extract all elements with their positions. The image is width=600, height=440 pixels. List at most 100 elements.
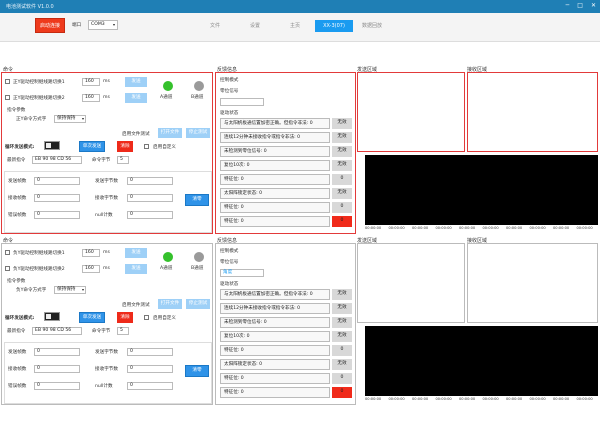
feedback-box: 控制模式 零位信号 驱动状态 与太阳帆板通信置加密正确。但指令非法: 0 无效 连续12分…: [215, 72, 356, 234]
send-area-title: 发送区域: [357, 67, 378, 73]
cycle-toggle[interactable]: [44, 312, 60, 321]
time-tick-label: 00:00:00: [459, 226, 476, 230]
zero-signal-label: 零位信号: [220, 260, 239, 265]
row2-send-button[interactable]: 发送: [125, 264, 147, 274]
send-area[interactable]: [357, 243, 465, 323]
open-file-button[interactable]: 打开文件: [158, 128, 182, 138]
command-panel-bottom: 命令 负Y驱动控制继线路切换1 160 ms 发送 负Y驱动控制继线路切换2 160 ms 发送…: [1, 237, 213, 405]
status-row-label: 与太阳帆板通信置加密正确。但指令非法: 0: [220, 118, 330, 129]
stat-value: 0: [127, 194, 173, 202]
row1-unit: ms: [103, 79, 110, 84]
panel-title: 命令: [3, 67, 14, 73]
nav-tab[interactable]: 设置: [249, 23, 260, 29]
row2-unit: ms: [103, 266, 110, 271]
stat-value: 0: [34, 348, 80, 356]
command-bytes-field: 5: [117, 156, 129, 164]
row2-checkbox[interactable]: [5, 266, 10, 271]
recv-area-title: 接收区域: [467, 67, 488, 73]
custom-checkbox[interactable]: [144, 315, 149, 320]
row2-checkbox[interactable]: [5, 95, 10, 100]
maximize-icon[interactable]: □: [577, 2, 583, 9]
time-tick-label: 00:00:00: [388, 397, 405, 401]
close-icon[interactable]: ✕: [590, 2, 596, 9]
port-select[interactable]: COM3 ▾: [88, 20, 118, 30]
feedback-box: 控制模式 零位信号 角度 驱动状态 与太阳帆板通信置加密正确。但指令非法: 0 无效 连续1…: [215, 243, 356, 405]
single-send-button[interactable]: 单次发送: [79, 141, 105, 152]
custom-label: 启用自定义: [153, 145, 176, 150]
params-title: 指令参数: [7, 108, 26, 113]
status-row-value: 无效: [332, 303, 352, 314]
send-area[interactable]: [357, 72, 465, 152]
row1-input[interactable]: 160: [82, 249, 100, 257]
chevron-down-icon: ▾: [81, 287, 84, 292]
params-title: 指令参数: [7, 279, 26, 284]
stat-label: 接收字节数: [95, 196, 118, 201]
app-title: 电池测试软件 V1.0.0: [6, 4, 54, 10]
clear-stats-button[interactable]: 清零: [185, 194, 209, 206]
stat-value: 0: [127, 211, 173, 219]
stat-label: 发送帧数: [8, 350, 27, 355]
status-row-value: 0: [332, 345, 352, 356]
stop-test-button[interactable]: 停止测试: [186, 299, 210, 309]
row1-checkbox[interactable]: [5, 79, 10, 84]
recv-area[interactable]: [467, 72, 598, 152]
recv-area-title: 接收区域: [467, 238, 488, 244]
stat-value: 0: [34, 382, 80, 390]
channel-b-led-icon: [194, 81, 204, 91]
recv-area[interactable]: [467, 243, 598, 323]
command-panel-top: 命令 正Y驱动控制继线路切换1 160 ms 发送 正Y驱动控制继线路切换2 160 ms 发送…: [1, 66, 213, 234]
time-tick-label: 00:00:00: [435, 226, 452, 230]
clear-button[interactable]: 清除: [117, 312, 133, 323]
nav-tab[interactable]: 数据回放: [361, 23, 382, 29]
chevron-down-icon: ▾: [112, 22, 115, 27]
time-tick-label: 00:00:00: [529, 397, 546, 401]
latest-command-label: 最新指令: [7, 158, 26, 163]
toolbar: 启动连接 端口 COM3 ▾ 文件 设置 主页 XX-3(07) 数据回放: [0, 13, 600, 42]
status-row-label: 复位10次: 0: [220, 160, 330, 171]
row1-send-button[interactable]: 发送: [125, 248, 147, 258]
time-tick-label: 00:00:00: [459, 397, 476, 401]
stat-label: 发送帧数: [8, 179, 27, 184]
nav-tab[interactable]: 主页: [289, 23, 300, 29]
channel-a-led-icon: [163, 252, 173, 262]
stat-label: null计数: [95, 213, 113, 218]
start-connection-button[interactable]: 启动连接: [35, 18, 65, 33]
row2-send-button[interactable]: 发送: [125, 93, 147, 103]
command-bytes-label: 命令字节: [92, 329, 111, 334]
port-value: COM3: [91, 22, 105, 27]
toggle-knob-icon: [46, 314, 51, 319]
time-tick-label: 00:00:00: [365, 226, 382, 230]
status-row-value: 无效: [332, 359, 352, 370]
channel-b-label: B通道: [191, 266, 204, 271]
mode-select[interactable]: 保持保持 ▾: [54, 286, 86, 294]
time-tick-label: 00:00:00: [553, 226, 570, 230]
status-row-label: 特征位: 0: [220, 202, 330, 213]
row1-label: 正Y驱动控制继线路切换1: [13, 80, 65, 85]
row2-input[interactable]: 160: [82, 265, 100, 273]
row1-checkbox[interactable]: [5, 250, 10, 255]
cycle-toggle[interactable]: [44, 141, 60, 150]
stat-label: 接收帧数: [8, 196, 27, 201]
row1-input[interactable]: 160: [82, 78, 100, 86]
row1-send-button[interactable]: 发送: [125, 77, 147, 87]
minimize-icon[interactable]: ─: [565, 2, 570, 9]
stop-test-button[interactable]: 停止测试: [186, 128, 210, 138]
status-row-value: 无效: [332, 331, 352, 342]
clear-button[interactable]: 清除: [117, 141, 133, 152]
custom-checkbox[interactable]: [144, 144, 149, 149]
nav-tab[interactable]: 文件: [209, 23, 220, 29]
stat-value: 0: [127, 348, 173, 356]
status-row-value: 无效: [332, 317, 352, 328]
stat-label: 接收字节数: [95, 367, 118, 372]
time-tick-label: 00:00:00: [506, 226, 523, 230]
open-file-button[interactable]: 打开文件: [158, 299, 182, 309]
channel-a-label: A通道: [160, 266, 173, 271]
single-send-button[interactable]: 单次发送: [79, 312, 105, 323]
mode-select[interactable]: 保持保持 ▾: [54, 115, 86, 123]
nav-tab[interactable]: XX-3(07): [315, 20, 353, 32]
command-box: 负Y驱动控制继线路切换1 160 ms 发送 负Y驱动控制继线路切换2 160 ms 发送 A通…: [1, 243, 213, 405]
clear-stats-button[interactable]: 清零: [185, 365, 209, 377]
row2-input[interactable]: 160: [82, 94, 100, 102]
row2-label: 正Y驱动控制继线路切换2: [13, 96, 65, 101]
feedback-title: 反馈信息: [217, 238, 238, 244]
